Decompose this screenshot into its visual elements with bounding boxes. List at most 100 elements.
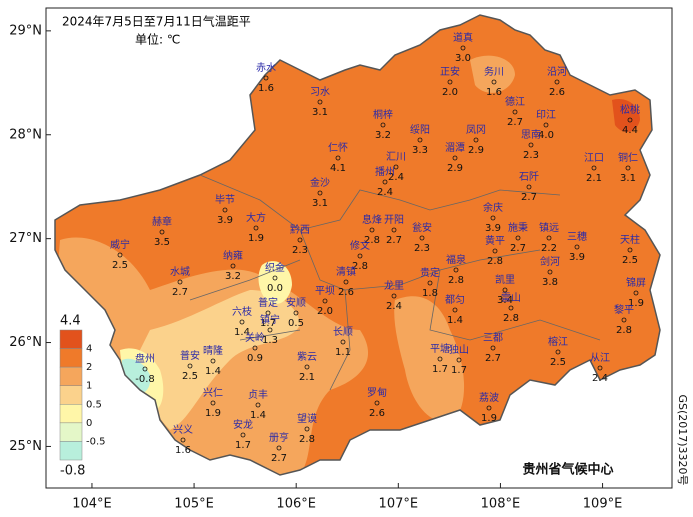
station-marker — [491, 79, 497, 85]
station-name: 绥阳 — [410, 124, 430, 136]
station-marker — [543, 122, 549, 128]
station-value: 1.7 — [235, 440, 251, 451]
legend-swatch — [59, 385, 83, 405]
station-value: 2.8 — [352, 261, 368, 272]
station-name: 镇宁 — [260, 313, 280, 326]
station-value: 1.4 — [234, 327, 250, 338]
station-value: 1.6 — [175, 445, 191, 456]
station-value: 4.1 — [330, 163, 346, 174]
station-marker — [369, 227, 375, 233]
station-value: 2.5 — [550, 357, 566, 368]
station-value: 2.8 — [616, 325, 632, 336]
station-value: 1.6 — [486, 87, 502, 98]
station-name: 紫云 — [297, 351, 317, 363]
station-name: 荔波 — [479, 391, 499, 404]
station-name: 凤冈 — [466, 124, 486, 136]
station-marker — [239, 319, 245, 325]
station-value: 2.0 — [442, 87, 458, 98]
station-value: -0.8 — [135, 374, 155, 385]
station-name: 印江 — [536, 109, 556, 121]
station-marker — [317, 99, 323, 105]
station-name: 关岭 — [245, 331, 265, 344]
station-marker — [177, 279, 183, 285]
station-name: 贵定 — [420, 266, 440, 279]
station-value: 3.2 — [375, 130, 391, 141]
station-name: 平塘 — [430, 342, 450, 355]
station-name: 清镇 — [336, 265, 356, 278]
station-name: 兴义 — [173, 424, 193, 436]
station-name: 黄平 — [485, 234, 505, 247]
station-marker — [340, 339, 346, 345]
station-marker — [526, 184, 532, 190]
station-value: 3.9 — [569, 252, 585, 263]
station-name: 务川 — [484, 65, 504, 78]
station-name: 赤水 — [256, 62, 276, 74]
station-name: 六枝 — [232, 305, 252, 318]
station-name: 龙里 — [384, 279, 404, 292]
map-title: 2024年7月5日至7月11日气温距平 — [62, 14, 251, 29]
station-value: 2.6 — [338, 287, 354, 298]
station-name: 剑河 — [540, 255, 560, 268]
station-marker — [357, 253, 363, 259]
legend-swatch — [59, 329, 83, 349]
station-name: 兴仁 — [203, 387, 223, 399]
station-value: 2.1 — [299, 372, 315, 383]
station-value: 2.8 — [487, 256, 503, 267]
station-value: 2.3 — [292, 245, 308, 256]
station-name: 桐梓 — [373, 108, 393, 121]
station-name: 仁怀 — [328, 142, 348, 154]
station-marker — [187, 363, 193, 369]
legend-swatch — [59, 441, 83, 461]
station-name: 雷山 — [501, 292, 521, 304]
station-value: 1.3 — [262, 335, 278, 346]
station-name: 黔西 — [290, 223, 310, 236]
station-name: 纳雍 — [223, 249, 243, 262]
station-name: 余庆 — [483, 201, 503, 214]
x-tick-label: 108°E — [481, 497, 521, 512]
x-tick-label: 106°E — [276, 497, 316, 512]
station-name: 道真 — [453, 31, 473, 44]
station-name: 安龙 — [233, 418, 253, 431]
station-name: 都匀 — [445, 294, 465, 306]
station-name: 息烽 — [362, 213, 382, 226]
station-value: 3.3 — [412, 145, 428, 156]
station-name: 平坝 — [315, 285, 335, 297]
station-value: 2.7 — [485, 353, 501, 364]
station-name: 福泉 — [446, 253, 466, 266]
station-marker — [486, 405, 492, 411]
station-marker — [374, 400, 380, 406]
station-marker — [317, 190, 323, 196]
station-name: 册亨 — [269, 431, 289, 444]
station-name: 水城 — [170, 266, 190, 278]
station-value: 3.0 — [455, 53, 471, 64]
y-tick-label: 25°N — [9, 439, 42, 454]
station-value: 2.4 — [388, 172, 404, 183]
station-name: 习水 — [310, 86, 330, 98]
station-value: 1.4 — [447, 315, 463, 326]
station-marker — [255, 402, 261, 408]
station-marker — [452, 155, 458, 161]
legend-label: 2 — [86, 362, 92, 373]
station-marker — [627, 247, 633, 253]
legend-label: 4 — [86, 344, 92, 355]
x-tick-label: 104°E — [72, 497, 112, 512]
station-marker — [473, 137, 479, 143]
station-marker — [547, 269, 553, 275]
station-marker — [272, 275, 278, 281]
station-value: 2.0 — [317, 306, 333, 317]
station-marker — [322, 298, 328, 304]
station-value: 2.2 — [541, 243, 557, 254]
station-marker — [453, 267, 459, 273]
legend-swatch — [59, 348, 83, 368]
station-value: 2.5 — [622, 255, 638, 266]
station-name: 从江 — [590, 352, 610, 364]
station-marker — [490, 345, 496, 351]
station-value: 3.8 — [542, 277, 558, 288]
station-marker — [142, 366, 148, 372]
station-value: 2.5 — [182, 371, 198, 382]
station-marker — [210, 400, 216, 406]
station-marker — [304, 426, 310, 432]
station-value: 1.8 — [422, 288, 438, 299]
station-marker — [591, 165, 597, 171]
credit: 贵州省气候中心 — [522, 462, 613, 478]
